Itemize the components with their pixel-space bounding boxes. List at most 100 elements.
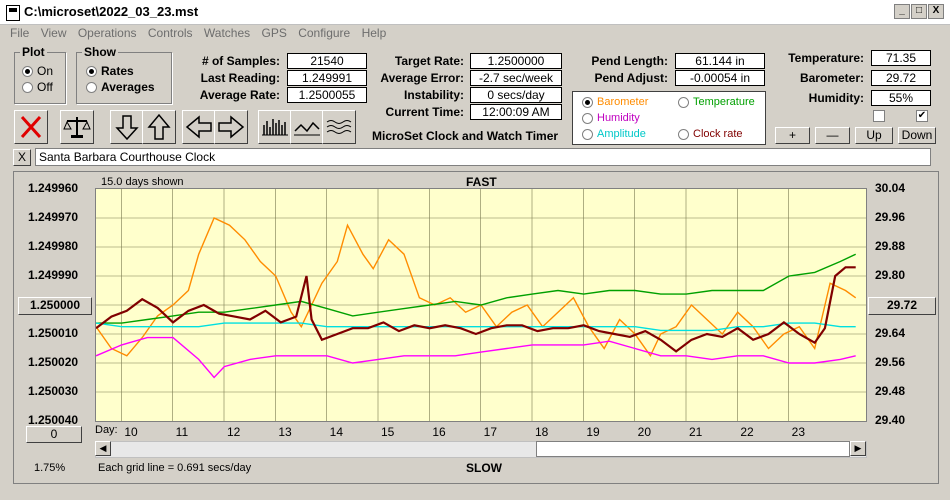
description-close-button[interactable]: X <box>13 149 31 166</box>
slow-label: SLOW <box>466 461 502 475</box>
series-clock-rate <box>96 266 856 353</box>
series-amplitude <box>96 322 856 332</box>
baro-center-button[interactable]: 29.72 <box>868 297 936 315</box>
plot-group <box>14 52 66 104</box>
average-error-value: -2.7 sec/week <box>470 70 562 86</box>
offset-button[interactable]: 0 <box>26 426 82 443</box>
arrow-up-button[interactable] <box>142 110 176 144</box>
menu-watches[interactable]: Watches <box>203 26 251 40</box>
menu-bar: File View Operations Controls Watches GP… <box>0 24 950 42</box>
wave-view-button[interactable] <box>322 110 356 144</box>
current-time-value: 12:00:09 AM <box>470 104 562 120</box>
arrow-left-icon <box>185 115 212 139</box>
plot-off-radio[interactable]: Off <box>22 80 53 94</box>
x-icon <box>20 115 42 139</box>
humidity-label: Humidity: <box>808 91 864 105</box>
x-tick: 16 <box>432 425 446 439</box>
radio-dot <box>86 66 97 78</box>
show-rates-radio[interactable]: Rates <box>86 64 134 78</box>
menu-operations[interactable]: Operations <box>77 26 137 40</box>
y-right-tick: 29.48 <box>875 384 906 398</box>
samples-value: 21540 <box>287 53 367 69</box>
rate-center-button[interactable]: 1.250000 <box>18 297 92 315</box>
maximize-button[interactable]: □ <box>911 4 927 19</box>
series-amplitude-radio[interactable]: Amplitude <box>582 128 646 140</box>
up-button[interactable]: Up <box>855 127 893 144</box>
show-rates-label: Rates <box>101 64 134 78</box>
y-left-tick: 1.249990 <box>28 268 79 282</box>
description-input[interactable]: Santa Barbara Courthouse Clock <box>35 148 931 166</box>
minus-button[interactable]: — <box>815 127 850 144</box>
app-icon <box>6 5 20 21</box>
menu-configure[interactable]: Configure <box>298 26 351 40</box>
minimize-button[interactable]: _ <box>894 4 910 19</box>
x-tick: 19 <box>586 425 600 439</box>
y-left-tick: 1.250040 <box>28 413 79 427</box>
menu-view[interactable]: View <box>40 26 67 40</box>
last-reading-value: 1.249991 <box>287 70 367 86</box>
menu-gps[interactable]: GPS <box>261 26 287 40</box>
balance-button[interactable] <box>60 110 94 144</box>
line-chart-icon <box>294 121 320 136</box>
show-averages-label: Averages <box>101 80 155 94</box>
target-rate-value: 1.2500000 <box>470 53 562 69</box>
menu-controls[interactable]: Controls <box>147 26 193 40</box>
series-barometer-label: Barometer <box>597 96 649 108</box>
menu-file[interactable]: File <box>10 26 30 40</box>
close-button[interactable]: X <box>928 4 944 19</box>
down-button[interactable]: Down <box>898 127 936 144</box>
series-humidity-radio[interactable]: Humidity <box>582 112 640 124</box>
scroll-right-arrow-icon[interactable]: ▶ <box>850 441 866 456</box>
samples-label: # of Samples: <box>201 54 280 68</box>
instability-value: 0 secs/day <box>470 87 562 103</box>
y-left-tick: 1.249970 <box>28 210 79 224</box>
radio-dot <box>582 128 593 140</box>
arrow-up-icon <box>147 113 171 140</box>
y-left-tick: 1.250020 <box>28 355 79 369</box>
x-tick: 13 <box>278 425 292 439</box>
radio-dot <box>678 96 689 108</box>
humidity-value: 55% <box>871 90 931 106</box>
x-tick: 17 <box>483 425 498 439</box>
bars-view-button[interactable] <box>258 110 292 144</box>
arrow-left-button[interactable] <box>182 110 216 144</box>
stop-button[interactable] <box>14 110 48 144</box>
series-temperature-radio[interactable]: Temperature <box>678 96 755 108</box>
y-right-tick: 30.04 <box>875 181 906 195</box>
series-clock-rate-radio[interactable]: Clock rate <box>678 128 743 140</box>
radio-dot <box>678 128 689 140</box>
days-shown-label: 15.0 days shown <box>101 176 184 188</box>
show-averages-radio[interactable]: Averages <box>86 80 155 94</box>
series-amplitude-label: Amplitude <box>597 128 646 140</box>
last-reading-label: Last Reading: <box>200 71 280 85</box>
y-right-tick: 29.96 <box>875 210 906 224</box>
plot-on-radio[interactable]: On <box>22 64 53 78</box>
arrow-right-button[interactable] <box>214 110 248 144</box>
show-group-label: Show <box>82 45 118 59</box>
target-rate-label: Target Rate: <box>394 54 464 68</box>
series-humidity-label: Humidity <box>597 112 640 124</box>
y-left-tick: 1.250030 <box>28 384 79 398</box>
x-tick: 23 <box>791 425 806 439</box>
scroll-thumb[interactable] <box>536 441 850 457</box>
series-select-panel <box>572 91 766 145</box>
barometer-checkbox[interactable] <box>873 110 885 122</box>
plus-button[interactable]: + <box>775 127 810 144</box>
pend-adjust-label: Pend Adjust: <box>594 71 668 85</box>
x-tick: 20 <box>637 425 652 439</box>
humidity-checkbox[interactable]: ✔ <box>916 110 928 122</box>
pend-adjust-value: -0.00054 in <box>675 70 765 86</box>
window-title: C:\microset\2022_03_23.mst <box>24 4 199 19</box>
line-view-button[interactable] <box>290 110 324 144</box>
current-time-label: Current Time: <box>385 105 464 119</box>
wave-icon <box>326 120 352 134</box>
scroll-left-arrow-icon[interactable]: ◀ <box>95 441 111 456</box>
arrow-down-button[interactable] <box>110 110 144 144</box>
y-right-tick: 29.56 <box>875 355 906 369</box>
y-right-tick: 29.64 <box>875 326 906 340</box>
barometer-value: 29.72 <box>871 70 931 86</box>
series-barometer-radio[interactable]: Barometer <box>582 96 648 108</box>
menu-help[interactable]: Help <box>361 26 387 40</box>
average-rate-value: 1.2500055 <box>287 87 367 103</box>
title-bar: C:\microset\2022_03_23.mst _ □ X <box>0 0 950 25</box>
